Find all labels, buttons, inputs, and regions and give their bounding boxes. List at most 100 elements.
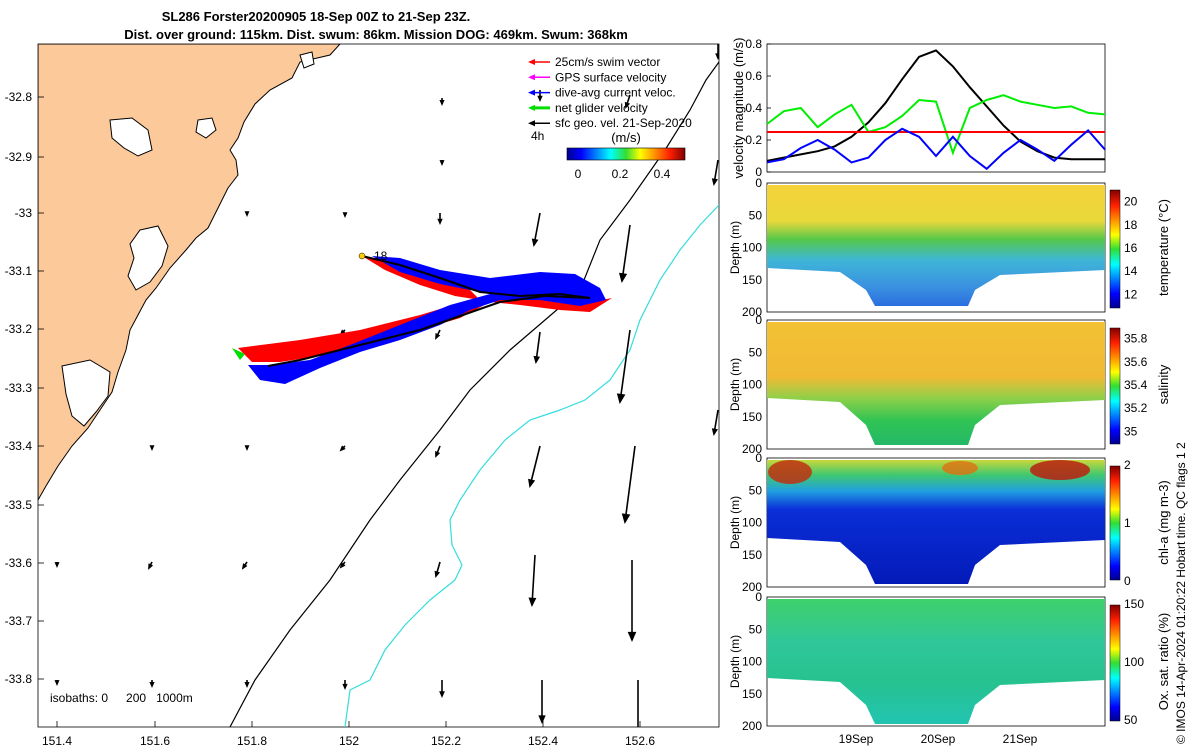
start-marker-dot [358,252,366,260]
geo-velocity-arrowhead [711,178,718,187]
geo-velocity-arrowhead [533,355,541,365]
depth-axis-label: Depth (m) [728,496,742,549]
depth-tick-label: 200 [742,442,762,456]
depth-tick-label: 0 [755,176,762,190]
colorbar-tick-label: 35.8 [1124,332,1148,346]
lake [195,117,217,139]
geo-velocity-arrowhead [435,333,441,340]
lon-tick-label: 151.6 [140,734,170,748]
geo-velocity-arrowhead [711,428,718,437]
velocity-y-tick-label: 0 [755,165,762,179]
time-tick: 20Sep [921,732,956,746]
velocity-y-tick-label: 0.2 [745,133,762,147]
colorbar-tick-label: 100 [1124,655,1144,669]
velocity-y-tick-label: 0.6 [745,69,762,83]
lon-tick-label: 151.8 [237,734,267,748]
geo-velocity-arrow [624,445,636,523]
time-tick: 19Sep [839,732,874,746]
geo-velocity-arrowhead [537,95,543,103]
lake [299,51,315,69]
legend-swatch-head [528,104,535,111]
velocity-series-line [766,94,1106,156]
legend-label: dive-avg current veloc. [555,86,676,100]
lat-tick-label: -33.5 [5,498,33,512]
depth-tick-label: 50 [749,345,763,359]
glider-track-line [267,255,591,367]
geo-velocity-arrowhead [434,570,440,578]
geo-velocity-arrowhead [437,218,443,226]
depth-tick-label: 150 [742,273,762,287]
geo-velocity-arrowhead [339,445,346,452]
colorbar-tick-label: 1 [1124,516,1131,530]
velocity-series-line [766,49,1105,162]
legend-label: GPS surface velocity [555,70,666,84]
legend-label: 25cm/s swim vector [555,55,660,69]
geo-velocity-arrowhead [435,450,441,458]
colorbar-tick-label: 50 [1124,713,1138,727]
lat-tick-label: -32.8 [5,90,33,104]
depth-tick-label: 150 [742,410,762,424]
depth-tick-label: 50 [749,483,763,497]
geo-velocity-arrowhead [342,683,348,691]
lon-tick-label: 152.6 [625,734,655,748]
velocity-y-tick-label: 0.4 [745,101,762,115]
time-tick: 21Sep [1003,732,1038,746]
velocity-y-label: velocity magnitude (m/s) [731,38,746,179]
longitude-ticks: 151.4 151.6 151.8 152 152.2 152.4 152.6 [42,721,655,748]
salinity-panel [766,319,1121,450]
salinity-field [767,322,1105,445]
geo-velocity-arrowhead [624,101,631,109]
lake [61,359,111,427]
geo-velocity-arrowhead [439,160,445,167]
colorbar-label: salinity [1156,364,1171,404]
geo-velocity-arrowhead [54,562,60,569]
colorbar-tick-label: 35.6 [1124,355,1148,369]
map-panel: 18 151.4 151.6 151.8 152 152.2 152.4 152.6 -32… [5,43,720,748]
geo-velocity-arrowhead [538,715,546,725]
colorbar-tick-label: 150 [1124,597,1144,611]
net-velocity-tip [232,348,245,360]
velocity-y-ticks: 0 0.2 0.4 0.6 0.8 [745,37,771,179]
depth-tick-label: 0 [755,313,762,327]
speed-colorbar-bar [566,147,686,161]
geo-velocity-arrowhead [342,212,348,219]
speed-colorbar-tick: 0.2 [612,167,629,181]
lon-tick-label: 152.2 [431,734,461,748]
geo-velocity-arrowhead [715,53,719,61]
velocity-series [766,49,1106,171]
geo-velocity-arrowhead [616,393,626,405]
geo-velocity-arrowhead [149,681,155,689]
geo-velocity-arrowhead [528,478,536,488]
lon-tick-label: 152.4 [528,734,558,748]
isobaths-label: isobaths: 0 200 1000m [50,691,193,705]
depth-tick-label: 100 [742,516,762,530]
lake [127,225,169,291]
chlorophyll-field [767,460,1105,584]
colorbar-tick-label: 2 [1124,458,1131,472]
lat-tick-label: -33.2 [5,322,33,336]
geo-velocity-arrow [531,554,536,606]
depth-tick-label: 100 [742,655,762,669]
temperature-panel [766,182,1121,313]
lat-tick-label: -33.3 [5,381,33,395]
colorbar-tick-label: 20 [1124,195,1138,209]
legend-label: sfc geo. vel. 21-Sep-2020 [555,116,692,130]
chlorophyll-panel [766,457,1121,588]
lat-tick-label: -33.4 [5,439,33,453]
speed-colorbar-title: (m/s) [611,130,641,145]
depth-tick-label: 200 [742,580,762,594]
time-label: 4h [531,129,544,143]
start-marker-label: 18 [374,249,388,263]
glider-track-vectors: 18 [232,249,612,384]
geo-velocity-arrows [54,44,719,727]
title-line-2: Dist. over ground: 115km. Dist. swum: 86… [124,27,628,42]
depth-tick-label: 150 [742,687,762,701]
geo-velocity-arrowhead [54,680,60,687]
isobath-200m [229,61,719,727]
geo-velocity-arrowhead [439,691,445,699]
legend-swatch-head [528,120,535,127]
geo-velocity-arrowhead [439,99,445,107]
geo-velocity-arrowhead [244,681,250,689]
